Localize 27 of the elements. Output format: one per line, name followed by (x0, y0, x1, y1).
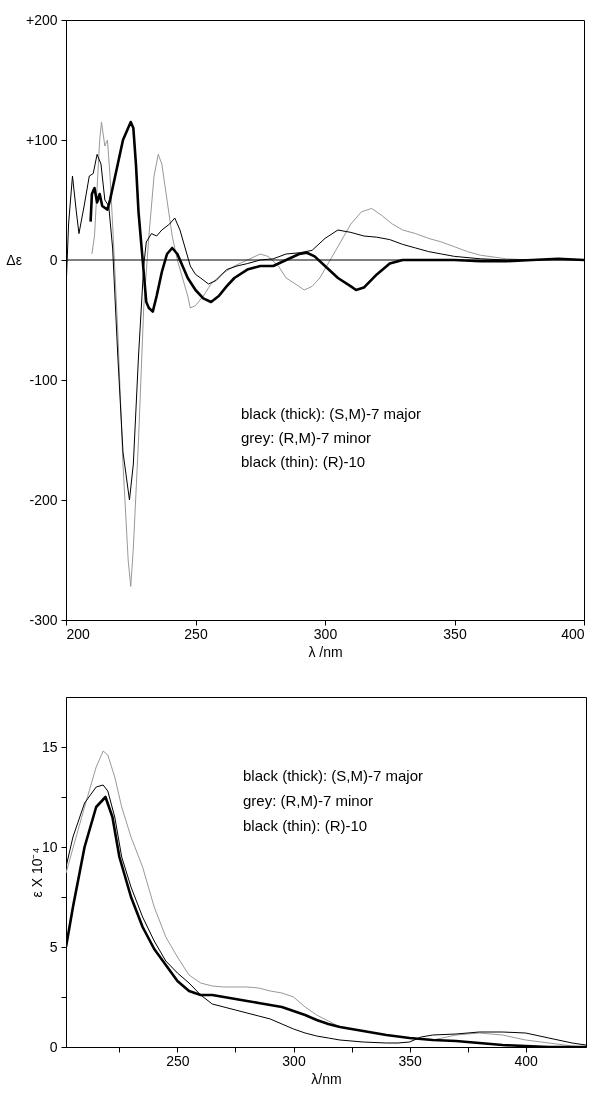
annotation: black (thin): (R)-10 (243, 817, 368, 834)
x-tick-label: 400 (514, 1052, 539, 1069)
annotation: grey: (R,M)-7 minor (243, 792, 374, 809)
y-tick-label: 0 (49, 251, 58, 268)
annotation: black (thick): (S,M)-7 major (241, 405, 422, 422)
y-tick-label: 15 (41, 738, 58, 755)
x-tick-label: 200 (66, 625, 91, 642)
annotation: grey: (R,M)-7 minor (241, 429, 372, 446)
x-tick-label: 250 (184, 625, 208, 642)
y-tick-label: 0 (49, 1038, 58, 1055)
x-tick-label: 300 (282, 1052, 306, 1069)
y-tick-label: +200 (25, 11, 58, 28)
annotation: black (thick): (S,M)-7 major (243, 767, 424, 784)
x-tick-label: 300 (313, 625, 338, 642)
annotation: black (thin): (R)-10 (241, 453, 366, 470)
y-tick-label: +100 (25, 131, 58, 148)
x-tick-label: 400 (561, 625, 585, 642)
x-tick-label: 250 (166, 1052, 190, 1069)
x-tick-label: 350 (443, 625, 467, 642)
x-axis-title: λ/nm (311, 1070, 342, 1087)
y-tick-label: 5 (49, 938, 58, 955)
x-tick-label: 350 (398, 1052, 422, 1069)
y-tick-label: -100 (29, 371, 58, 388)
y-axis-title: Δε (6, 251, 22, 268)
x-axis-title: λ /nm (308, 643, 343, 660)
y-tick-label: -300 (29, 611, 58, 628)
y-tick-label: -200 (29, 491, 58, 508)
